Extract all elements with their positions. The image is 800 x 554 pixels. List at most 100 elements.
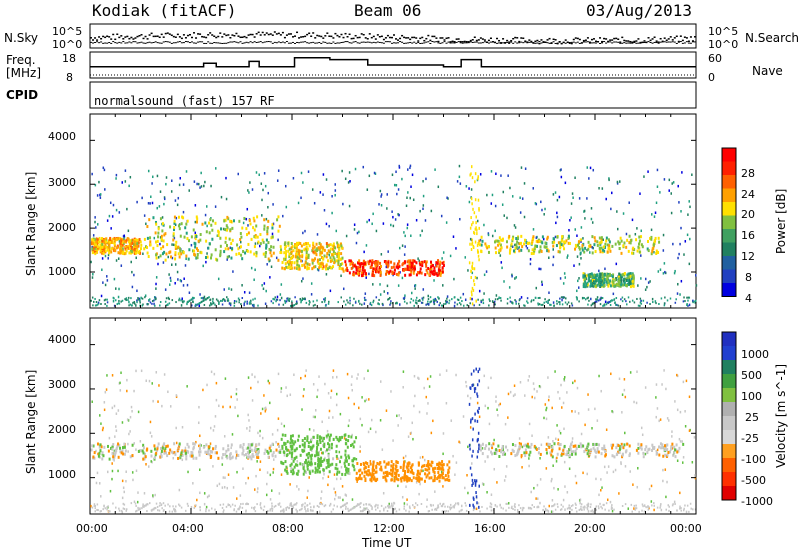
- ground-scatter-mark: [133, 301, 136, 304]
- band-mark: [256, 455, 259, 459]
- band-mark: [350, 266, 353, 270]
- noise-search-point: [217, 42, 220, 44]
- scatter-mark: [558, 195, 561, 199]
- scatter-mark: [167, 390, 169, 394]
- band-mark: [94, 246, 97, 250]
- band-mark: [168, 451, 171, 455]
- band-mark: [320, 251, 323, 255]
- scatter-mark: [316, 395, 318, 399]
- band-mark: [185, 457, 188, 461]
- noise-point: [595, 40, 597, 43]
- scatter-mark: [320, 497, 322, 500]
- band-mark: [540, 249, 543, 253]
- band-mark: [390, 260, 393, 264]
- scatter-mark: [462, 415, 465, 418]
- ground-scatter-mark: [241, 506, 244, 509]
- scatter-mark: [152, 175, 154, 179]
- scatter-mark: [398, 166, 401, 169]
- noise-point: [344, 32, 347, 35]
- ground-scatter-mark: [568, 507, 571, 510]
- scatter-mark: [347, 396, 350, 400]
- ground-scatter-mark: [286, 506, 289, 509]
- scatter-mark: [441, 257, 443, 260]
- ground-scatter-mark: [233, 508, 236, 511]
- noise-search-point: [457, 41, 460, 43]
- scatter-mark: [227, 473, 230, 476]
- noise-point: [106, 35, 109, 37]
- scatter-mark: [412, 198, 415, 202]
- noise-search-point: [316, 42, 319, 44]
- ground-scatter-mark: [595, 300, 597, 303]
- ground-scatter-mark: [389, 302, 392, 305]
- noise-search-point: [128, 41, 131, 43]
- noise-search-point: [126, 42, 129, 44]
- scatter-mark: [152, 399, 154, 403]
- band-mark: [122, 452, 125, 456]
- noise-search-point: [675, 42, 678, 44]
- scatter-mark: [313, 201, 316, 205]
- ground-scatter-mark: [171, 299, 174, 302]
- ground-scatter-mark: [259, 502, 262, 505]
- ground-scatter-mark: [570, 302, 573, 305]
- noise-search-point: [502, 42, 505, 44]
- spike-mark: [471, 238, 473, 242]
- scatter-mark: [417, 257, 419, 260]
- noise-search-point: [657, 42, 660, 44]
- band-mark: [101, 457, 104, 461]
- scatter-mark: [235, 392, 238, 396]
- scatter-mark: [336, 457, 338, 460]
- noise-point: [195, 37, 198, 39]
- scatter-mark: [497, 414, 499, 417]
- band-mark: [314, 265, 317, 269]
- scatter-mark: [484, 460, 486, 463]
- scatter-mark: [267, 205, 269, 209]
- band-mark: [240, 253, 243, 257]
- band-mark: [239, 444, 242, 448]
- band-mark: [372, 267, 375, 271]
- scatter-mark: [229, 405, 231, 409]
- band-mark: [321, 439, 324, 443]
- scatter-mark: [261, 198, 263, 202]
- band-mark: [632, 284, 635, 288]
- scatter-mark: [467, 445, 469, 449]
- scatter-mark: [325, 222, 328, 226]
- scatter-mark: [532, 228, 535, 231]
- band-mark: [617, 240, 620, 244]
- band-mark: [630, 238, 633, 242]
- ground-scatter-mark: [686, 296, 688, 299]
- band-mark: [288, 252, 291, 256]
- ground-scatter-mark: [392, 504, 394, 507]
- ground-scatter-mark: [273, 505, 276, 508]
- ground-scatter-mark: [95, 304, 98, 307]
- ground-scatter-mark: [447, 510, 450, 513]
- ground-scatter-mark: [319, 502, 321, 505]
- scatter-mark: [206, 495, 209, 499]
- band-mark: [280, 248, 283, 252]
- ground-scatter-mark: [680, 507, 682, 510]
- scatter-mark: [156, 206, 158, 210]
- band-mark: [631, 279, 634, 283]
- scatter-mark: [332, 369, 335, 372]
- scatter-mark: [105, 388, 108, 391]
- band-mark: [300, 244, 303, 248]
- band-mark: [650, 237, 653, 241]
- scatter-mark: [471, 462, 473, 465]
- ground-scatter-mark: [557, 505, 559, 508]
- ground-scatter-mark: [435, 299, 437, 302]
- scatter-mark: [143, 492, 146, 495]
- scatter-mark: [598, 269, 600, 273]
- ground-scatter-mark: [191, 304, 193, 307]
- ground-scatter-mark: [218, 301, 220, 304]
- ground-scatter-mark: [651, 504, 653, 507]
- band-mark: [123, 240, 126, 244]
- band-mark: [261, 238, 264, 242]
- scatter-mark: [221, 486, 224, 489]
- noise-search-point: [166, 41, 169, 43]
- scatter-mark: [403, 502, 406, 505]
- ground-scatter-mark: [145, 503, 147, 506]
- scatter-mark: [296, 460, 299, 463]
- scatter-mark: [101, 257, 104, 260]
- scatter-mark: [636, 485, 639, 489]
- scatter-mark: [400, 417, 402, 420]
- scatter-mark: [584, 423, 586, 427]
